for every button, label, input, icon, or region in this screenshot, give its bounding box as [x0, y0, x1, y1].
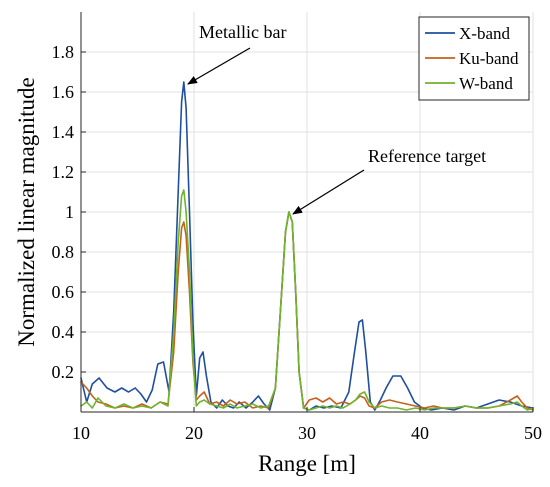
annotation-label: Reference target: [368, 146, 486, 166]
x-tick-label: 30: [298, 423, 316, 443]
y-tick-label: 0.2: [52, 362, 75, 382]
series-line-x-band: [80, 81, 534, 411]
series-line-w-band: [80, 189, 534, 411]
legend-label: X-band: [459, 24, 510, 43]
series-layer: [80, 81, 534, 411]
x-axis-label: Range [m]: [258, 451, 356, 476]
y-tick-label: 1.4: [52, 122, 75, 142]
legend: X-band Ku-band W-band: [418, 16, 530, 101]
x-tick-label: 50: [524, 423, 542, 443]
x-tick-label: 40: [411, 423, 429, 443]
y-tick-label: 0.4: [52, 322, 75, 342]
annotation-label: Metallic bar: [199, 22, 286, 42]
annotation-arrow: [187, 47, 251, 85]
x-tick-label: 10: [72, 423, 90, 443]
y-axis-label: Normalized linear magnitude: [14, 77, 39, 347]
x-tick-label: 20: [185, 423, 203, 443]
annotation-arrow: [292, 169, 365, 215]
legend-label: Ku-band: [459, 49, 519, 68]
axes-layer: 10 20 30 40 50 0.2 0.4 0.6 0.8 1 1.2 1.4 1.6 1.8: [52, 12, 542, 443]
y-tick-label: 1: [65, 202, 74, 222]
y-tick-label: 1.6: [52, 82, 75, 102]
y-tick-label: 0.6: [52, 282, 75, 302]
y-tick-label: 1.8: [52, 42, 75, 62]
y-tick-label: 0.8: [52, 242, 75, 262]
annotation-layer: Metallic bar Reference target: [187, 22, 486, 215]
y-tick-label: 1.2: [52, 162, 75, 182]
legend-label: W-band: [459, 74, 513, 93]
